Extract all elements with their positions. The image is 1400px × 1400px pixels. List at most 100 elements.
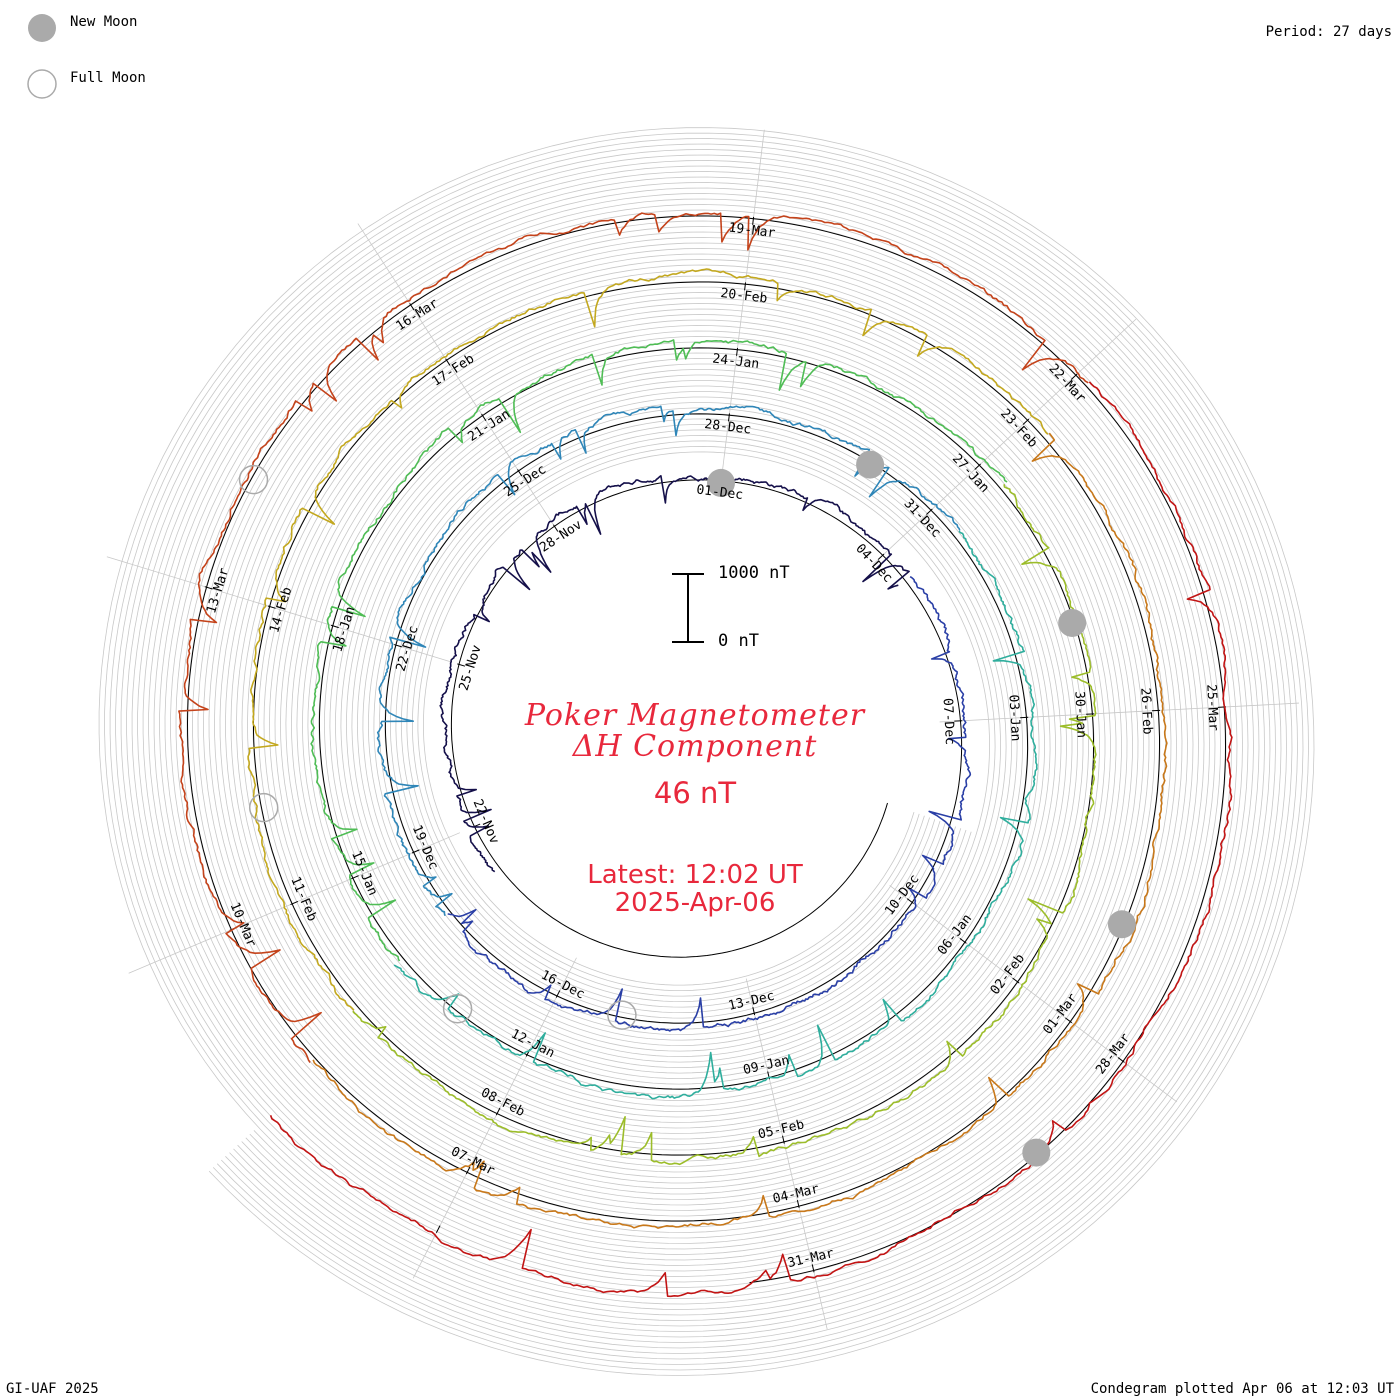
legend-full-moon-label: Full Moon	[70, 70, 146, 86]
plotted-label: Condegram plotted Apr 06 at 12:03 UT	[1090, 1381, 1394, 1397]
full-moon-marker	[238, 464, 269, 495]
date-label: 28-Dec	[704, 417, 752, 438]
date-tick	[267, 605, 276, 609]
series-trace-6	[247, 268, 1049, 1011]
date-tick	[796, 1199, 800, 1209]
scale-bottom-label: 0 nT	[718, 631, 759, 651]
date-tick	[409, 303, 415, 311]
date-tick	[445, 358, 451, 366]
date-label: 23-Feb	[997, 406, 1040, 451]
date-label: 03-Jan	[1005, 694, 1022, 742]
new-moon-marker	[707, 468, 735, 497]
latest-time: Latest: 12:02 UT	[587, 860, 803, 890]
date-tick	[782, 1135, 785, 1144]
grid-spoke	[872, 318, 1137, 565]
grid-spoke	[939, 702, 1299, 723]
date-label: 22-Mar	[1045, 361, 1088, 406]
date-tick	[351, 875, 359, 880]
grid-ring	[126, 154, 1287, 1349]
trace-layer	[178, 212, 1233, 1298]
date-label: 26-Feb	[1137, 687, 1154, 735]
date-tick	[1117, 1057, 1125, 1063]
date-label: 04-Dec	[852, 541, 895, 586]
date-tick	[465, 1166, 471, 1175]
date-tick	[495, 1107, 501, 1116]
chart-title: Poker Magnetometer ΔH Component	[440, 700, 950, 762]
chart-title-line2: ΔH Component	[572, 729, 818, 764]
date-label: 20-Feb	[720, 286, 769, 307]
date-tick	[752, 216, 755, 225]
series-trace-9	[269, 381, 1233, 1298]
date-tick	[457, 663, 466, 667]
baseline-layer	[186, 215, 1227, 1284]
date-label: 11-Feb	[287, 875, 319, 924]
series-trace-7	[312, 432, 1168, 1229]
full-moon-marker	[607, 1000, 637, 1030]
series-trace-5	[352, 484, 1097, 1166]
date-label: 24-Jan	[712, 351, 760, 372]
date-label: 13-Dec	[727, 989, 776, 1014]
date-label: 31-Dec	[901, 496, 944, 541]
date-tick	[752, 1007, 756, 1016]
new-moon-marker	[1058, 609, 1087, 637]
date-label: 30-Jan	[1071, 691, 1088, 739]
credit-label: GI-UAF 2025	[6, 1381, 99, 1397]
full-moon-marker	[442, 993, 473, 1024]
date-tick	[1022, 418, 1030, 425]
date-tick	[906, 898, 914, 904]
scale-bar	[672, 573, 704, 643]
latest-time-block: Latest: 12:02 UT 2025-Apr-06	[440, 861, 950, 917]
date-tick	[1070, 373, 1078, 380]
date-tick	[926, 508, 933, 515]
date-tick	[974, 463, 981, 470]
series-trace-1	[447, 576, 972, 1032]
date-label: 10-Mar	[227, 900, 259, 949]
date-label: 01-Dec	[695, 482, 743, 503]
series-trace-2	[376, 405, 961, 917]
grid-ring	[159, 187, 1254, 1316]
grid-ring	[137, 165, 1276, 1338]
date-label: 09-Jan	[742, 1053, 791, 1078]
new-moon-marker	[856, 450, 885, 479]
date-tick	[553, 524, 559, 532]
period-label: Period: 27 days	[1265, 24, 1392, 40]
date-tick	[481, 413, 487, 422]
grid-spoke	[889, 885, 1178, 1103]
date-tick	[330, 624, 339, 629]
date-tick	[394, 644, 402, 648]
date-tick	[411, 849, 420, 854]
chart-title-line1: Poker Magnetometer	[524, 698, 866, 733]
moon-layer	[238, 450, 1136, 1167]
date-tick	[204, 586, 213, 590]
grid-ring	[142, 171, 1271, 1332]
grid-spoke	[106, 556, 452, 663]
date-label: 05-Feb	[757, 1117, 806, 1142]
date-tick	[517, 469, 523, 477]
current-value: 46 nT	[653, 776, 737, 810]
date-tick	[290, 900, 299, 906]
grid-ring	[153, 182, 1260, 1321]
grid-ring	[104, 132, 1309, 1371]
date-label: 25-Nov	[457, 643, 485, 692]
date-label: 07-Dec	[940, 698, 957, 746]
date-label: 25-Mar	[1203, 684, 1220, 732]
series-trace-4	[310, 339, 1008, 962]
date-tick	[736, 347, 739, 356]
full-moon-icon	[27, 69, 57, 99]
baseline-spiral	[186, 215, 1227, 1284]
date-tick	[811, 1264, 815, 1273]
series-trace-8	[178, 212, 1089, 1063]
series-trace-0	[439, 475, 910, 873]
series-trace-3	[393, 530, 1038, 1100]
grid-spoke	[412, 957, 577, 1279]
grid-ring	[98, 127, 1315, 1376]
grid-ring	[148, 176, 1265, 1327]
latest-date: 2025-Apr-06	[614, 888, 776, 918]
date-label: 27-Jan	[949, 451, 992, 496]
date-tick	[1065, 1017, 1073, 1024]
grid-ring	[109, 138, 1304, 1365]
date-tick	[728, 413, 730, 422]
scale-top-label: 1000 nT	[718, 563, 790, 583]
date-tick	[435, 1225, 441, 1234]
date-label: 28-Nov	[537, 517, 585, 555]
